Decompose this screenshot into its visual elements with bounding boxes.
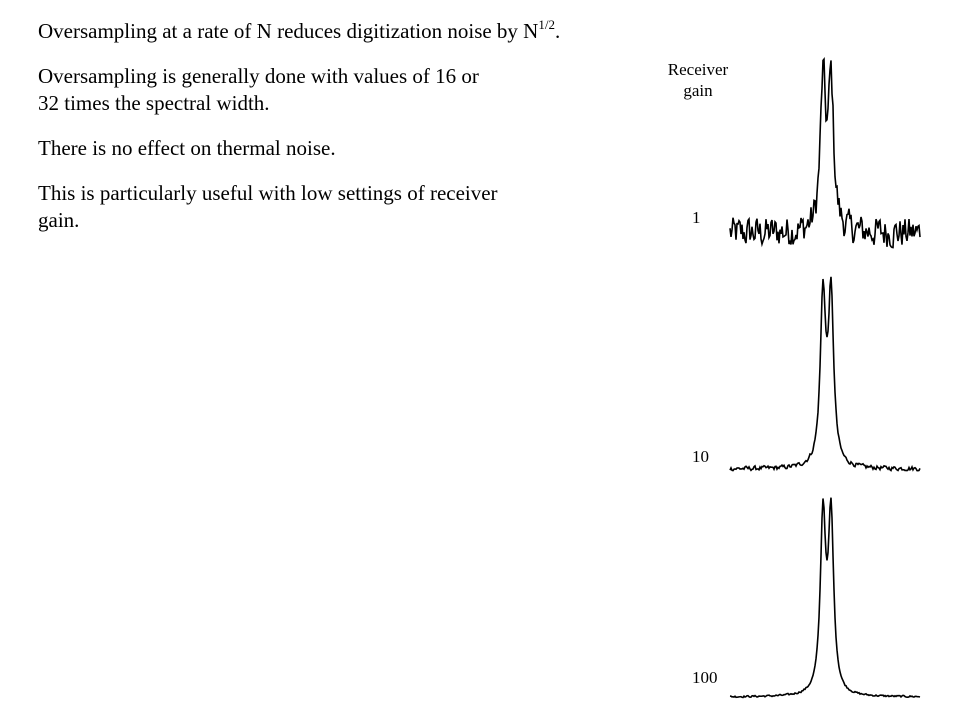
- line1-superscript: 1/2: [538, 17, 555, 32]
- paragraph-thermal-noise: There is no effect on thermal noise.: [38, 135, 638, 162]
- spectra-svg: Receiver gain 1 10 100: [668, 56, 921, 699]
- gain-label-100: 100: [692, 668, 718, 687]
- line2a-text: Oversampling is generally done with valu…: [38, 64, 479, 88]
- text-block: Oversampling at a rate of N reduces digi…: [38, 18, 638, 252]
- paragraph-oversampling-rate: Oversampling at a rate of N reduces digi…: [38, 18, 638, 45]
- spectrum-trace-gain-10: [729, 276, 921, 472]
- line4b-text: gain.: [38, 208, 80, 232]
- line4a-text: This is particularly useful with low set…: [38, 181, 498, 205]
- spectra-figure: Receiver gain 1 10 100: [650, 55, 950, 715]
- receiver-gain-header-line1: Receiver: [668, 60, 729, 79]
- line1-end: .: [554, 19, 561, 43]
- line3-text: There is no effect on thermal noise.: [38, 136, 336, 160]
- line1-text: Oversampling at a rate of N reduces digi…: [38, 19, 539, 43]
- paragraph-receiver-gain: This is particularly useful with low set…: [38, 180, 638, 234]
- paragraph-oversampling-values: Oversampling is generally done with valu…: [38, 63, 638, 117]
- spectrum-trace-gain-1: [729, 56, 921, 249]
- gain-label-10: 10: [692, 447, 709, 466]
- spectrum-trace-gain-100: [729, 497, 921, 699]
- receiver-gain-header-line2: gain: [683, 81, 713, 100]
- gain-label-1: 1: [692, 208, 701, 227]
- line2b-text: 32 times the spectral width.: [38, 91, 270, 115]
